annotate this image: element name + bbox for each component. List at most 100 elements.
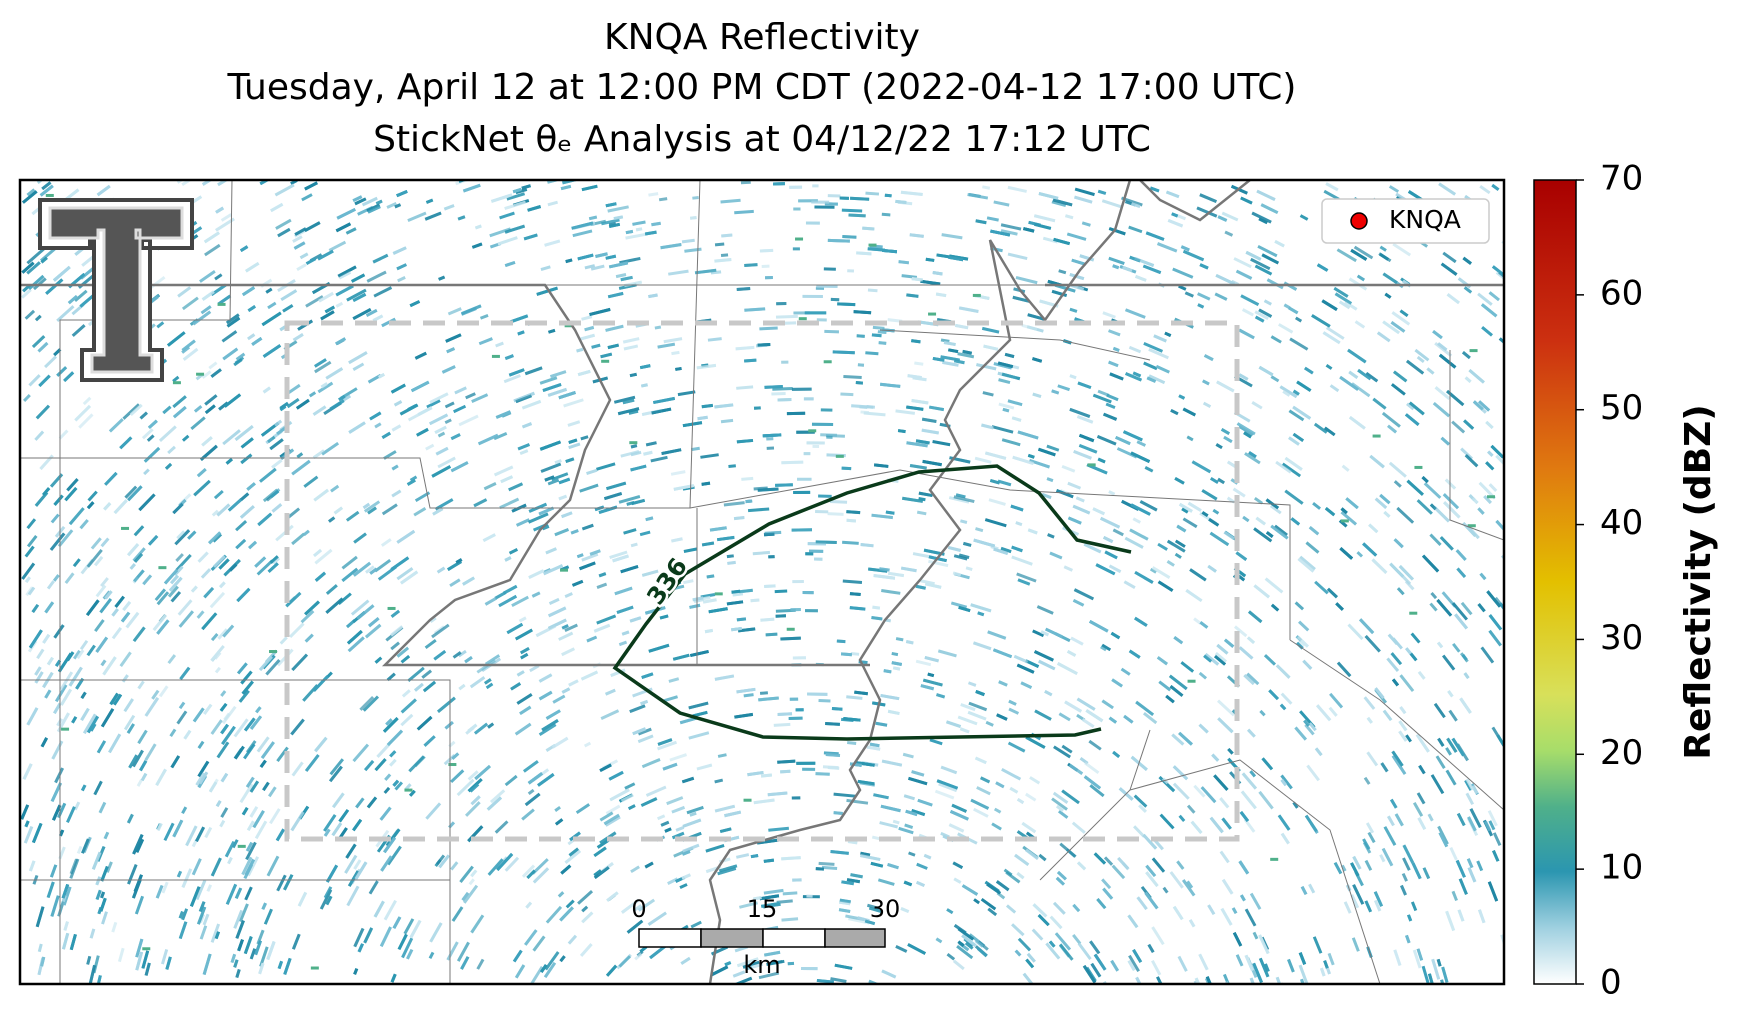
echo — [312, 675, 329, 692]
echo — [627, 804, 636, 811]
echo — [434, 425, 447, 434]
echo — [579, 561, 596, 571]
echo — [223, 393, 242, 408]
echo — [270, 202, 284, 213]
echo — [1316, 704, 1332, 722]
echo — [301, 193, 313, 202]
echo — [269, 555, 279, 564]
echo — [795, 708, 804, 712]
echo — [444, 418, 452, 425]
echo — [763, 888, 784, 895]
echo — [72, 558, 81, 568]
echo — [1472, 400, 1484, 411]
echo — [847, 741, 857, 746]
echo — [811, 200, 830, 204]
echo — [630, 444, 638, 449]
echo — [692, 596, 704, 602]
echo — [838, 908, 851, 913]
echo — [177, 286, 192, 298]
echo — [178, 910, 184, 919]
echo — [1365, 822, 1375, 834]
echo — [450, 769, 465, 784]
echo — [1260, 203, 1279, 215]
echo — [860, 854, 881, 862]
echo — [437, 456, 456, 469]
colorbar-tick-label: 30 — [1600, 618, 1643, 658]
echo — [936, 779, 959, 790]
echo — [1151, 857, 1166, 873]
echo — [583, 741, 592, 748]
echo — [952, 861, 964, 870]
echo — [1000, 223, 1022, 231]
echo — [1351, 937, 1360, 952]
echo — [916, 862, 928, 870]
echo — [689, 811, 697, 817]
echo — [210, 633, 219, 642]
echo — [1227, 747, 1234, 755]
echo — [276, 426, 287, 436]
echo — [598, 572, 607, 578]
echo — [764, 385, 783, 389]
echo — [675, 366, 682, 371]
echo — [764, 275, 773, 280]
echo — [1393, 538, 1404, 549]
echo — [53, 624, 65, 639]
echo — [596, 582, 608, 589]
echo — [1248, 610, 1263, 624]
echo — [860, 543, 874, 548]
echo — [53, 348, 62, 357]
echo — [818, 699, 831, 703]
echo — [1116, 447, 1138, 459]
echo — [1172, 782, 1190, 800]
echo — [1073, 449, 1092, 460]
echo — [497, 236, 518, 246]
echo — [335, 301, 344, 308]
echo — [409, 300, 421, 308]
echo — [1074, 195, 1093, 204]
echo — [369, 411, 382, 421]
echo — [1025, 848, 1039, 860]
echo — [986, 216, 999, 222]
echo — [133, 552, 144, 563]
echo — [537, 773, 555, 787]
echo — [422, 680, 437, 693]
echo — [396, 529, 416, 544]
echo — [135, 838, 145, 853]
echo — [527, 205, 542, 212]
echo — [174, 529, 191, 546]
echo — [1032, 903, 1048, 918]
echo — [823, 267, 836, 271]
echo — [842, 579, 863, 584]
echo — [141, 428, 154, 440]
echo — [1387, 633, 1399, 646]
echo — [658, 197, 668, 202]
echo — [223, 712, 231, 721]
echo — [34, 491, 49, 507]
echo — [1145, 871, 1159, 887]
echo — [736, 617, 747, 622]
echo — [938, 782, 958, 793]
echo — [879, 821, 899, 829]
echo — [520, 652, 529, 660]
echo — [640, 797, 658, 807]
echo — [56, 366, 68, 377]
echo — [68, 507, 85, 526]
echo — [1168, 674, 1188, 691]
echo — [666, 796, 684, 806]
echo — [291, 532, 306, 546]
echo — [1249, 892, 1262, 910]
echo — [808, 429, 817, 433]
echo — [1447, 690, 1454, 698]
echo — [1115, 435, 1131, 446]
echo — [1036, 605, 1054, 615]
echo — [127, 485, 143, 502]
echo — [1402, 844, 1415, 864]
echo — [871, 333, 882, 338]
echo — [1204, 977, 1215, 984]
echo — [1430, 774, 1445, 795]
echo — [558, 631, 574, 641]
echo — [249, 806, 259, 818]
echo — [750, 598, 760, 603]
echo — [880, 382, 901, 388]
echo — [1193, 617, 1202, 625]
